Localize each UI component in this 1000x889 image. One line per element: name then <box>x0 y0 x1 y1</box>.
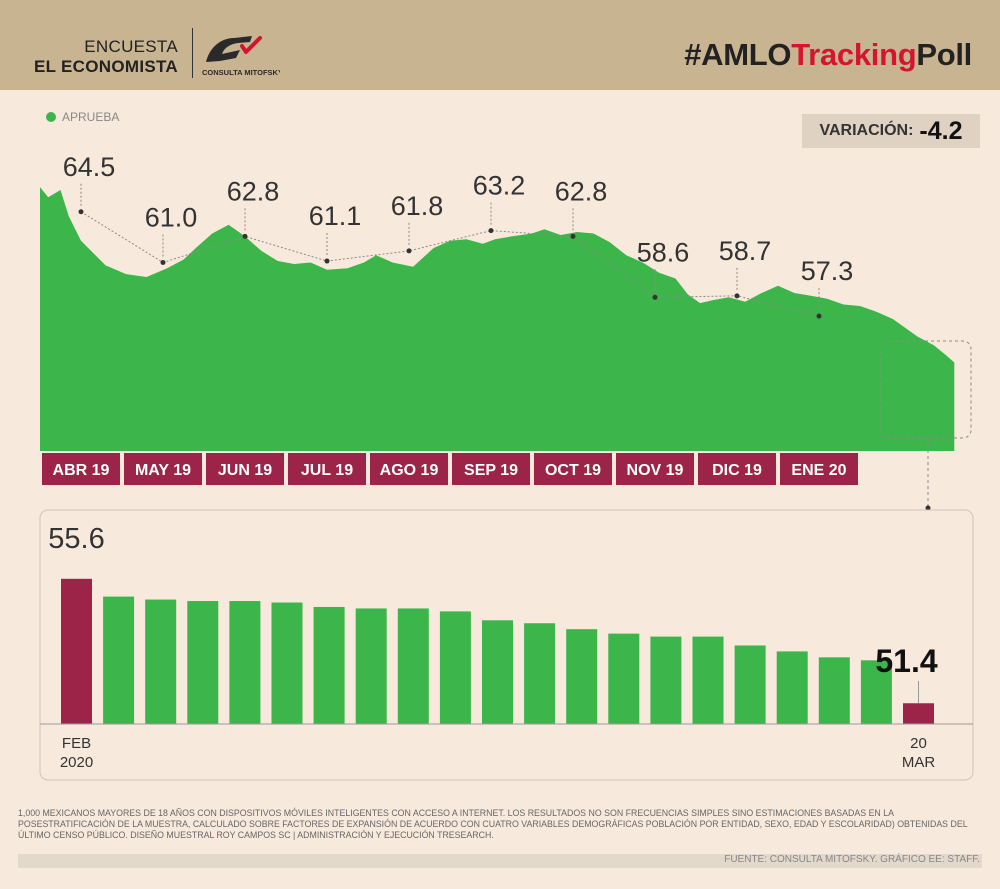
monthly-marker <box>652 294 658 300</box>
survey-label: ENCUESTA <box>84 37 178 56</box>
start-date-label: FEB <box>62 735 91 752</box>
daily-bar <box>103 596 135 724</box>
monthly-marker <box>734 293 740 299</box>
daily-bar <box>524 623 556 724</box>
daily-bar <box>776 651 808 724</box>
daily-bar <box>903 703 934 724</box>
daily-bar <box>482 620 513 724</box>
monthly-value-label: 61.8 <box>391 191 444 221</box>
newspaper-name: EL ECONOMISTA <box>33 57 178 76</box>
daily-bar <box>734 645 766 724</box>
month-tab <box>698 453 776 485</box>
month-tab <box>616 453 694 485</box>
daily-bar <box>313 606 345 724</box>
daily-bar <box>860 660 892 724</box>
monthly-marker <box>406 248 412 254</box>
methodology-footnote: 1,000 MEXICANOS MAYORES DE 18 AÑOS CON D… <box>18 808 968 840</box>
month-tab-label: AGO 19 <box>380 462 439 479</box>
hashtag-accent: Tracking <box>791 37 917 72</box>
daily-bar <box>818 657 850 724</box>
zoom-connector-dot <box>925 505 931 511</box>
monthly-value-label: 58.6 <box>637 237 690 267</box>
daily-bar <box>355 608 387 724</box>
monthly-value-label: 62.8 <box>227 176 280 206</box>
monthly-marker <box>570 233 576 239</box>
start-date-label: 2020 <box>60 754 93 771</box>
monthly-value-label: 64.5 <box>63 152 116 182</box>
last-bar-value-label: 51.4 <box>875 643 937 679</box>
approval-area <box>40 187 955 451</box>
end-date-label: 20 <box>910 735 927 752</box>
area-chart: 64.5 61.0 62.8 61.1 61.8 63.2 62.8 58.6 58.7 57.3… <box>40 152 972 511</box>
legend: APRUEBA <box>46 110 119 124</box>
month-tab <box>780 453 858 485</box>
mitofsky-logo: CONSULTA MITOFSKY <box>202 36 280 77</box>
month-tab-label: JUL 19 <box>301 462 353 479</box>
monthly-marker <box>78 209 84 215</box>
first-bar-value-label: 55.6 <box>48 523 104 555</box>
daily-bar <box>566 629 598 724</box>
monthly-marker <box>816 313 822 319</box>
monthly-value-label: 63.2 <box>473 171 526 201</box>
month-tab-label: NOV 19 <box>627 462 684 479</box>
monthly-value-label: 61.0 <box>145 203 198 233</box>
daily-bar <box>439 611 471 724</box>
daily-bar <box>61 578 92 724</box>
monthly-value-label: 61.1 <box>309 201 362 231</box>
monthly-value-label: 58.7 <box>719 236 772 266</box>
month-tab <box>124 453 202 485</box>
daily-bar <box>692 636 724 724</box>
zoom-selection <box>880 340 972 439</box>
hashtag-title: #AMLOTrackingPoll <box>684 37 972 73</box>
month-tab-label: OCT 19 <box>545 462 601 479</box>
daily-bar <box>187 601 219 724</box>
month-tab-label: SEP 19 <box>464 462 518 479</box>
detail-panel <box>39 509 974 781</box>
variation-label: VARIACIÓN: <box>819 122 914 139</box>
month-tab <box>452 453 530 485</box>
legend-dot-icon <box>46 112 56 122</box>
source-credit: FUENTE: CONSULTA MITOFSKY. GRÁFICO EE: S… <box>724 854 980 865</box>
monthly-marker <box>488 228 494 234</box>
source-bar <box>18 854 982 868</box>
month-tab <box>370 453 448 485</box>
monthly-value-label: 57.3 <box>801 256 854 286</box>
month-tab-label: ABR 19 <box>53 462 110 479</box>
month-tab <box>42 453 120 485</box>
month-tab-label: MAY 19 <box>135 462 191 479</box>
month-tab <box>534 453 612 485</box>
legend-label: APRUEBA <box>62 110 120 124</box>
logo-wordmark: CONSULTA MITOFSKY <box>202 68 280 77</box>
daily-bar <box>271 602 303 724</box>
variation-box: VARIACIÓN: -4.2 <box>802 114 980 148</box>
hashtag-suffix: Poll <box>916 37 972 72</box>
header-divider <box>192 28 193 78</box>
header-banner <box>0 0 1000 90</box>
daily-bar <box>145 599 177 724</box>
daily-bar <box>608 633 640 724</box>
daily-bar <box>229 601 261 724</box>
daily-bar <box>650 636 682 724</box>
hashtag-prefix: #AMLO <box>684 37 792 72</box>
end-date-label: MAR <box>902 754 936 771</box>
monthly-trend-line <box>80 211 820 317</box>
month-tab-label: JUN 19 <box>218 462 272 479</box>
month-tab-label: ENE 20 <box>791 462 846 479</box>
monthly-value-label: 62.8 <box>555 176 608 206</box>
month-tab <box>288 453 366 485</box>
monthly-marker <box>242 233 248 239</box>
month-tab-label: DIC 19 <box>712 462 762 479</box>
monthly-marker <box>324 258 330 264</box>
monthly-marker <box>160 260 166 265</box>
month-tab <box>206 453 284 485</box>
daily-bar <box>397 608 429 724</box>
variation-value: -4.2 <box>919 116 963 145</box>
